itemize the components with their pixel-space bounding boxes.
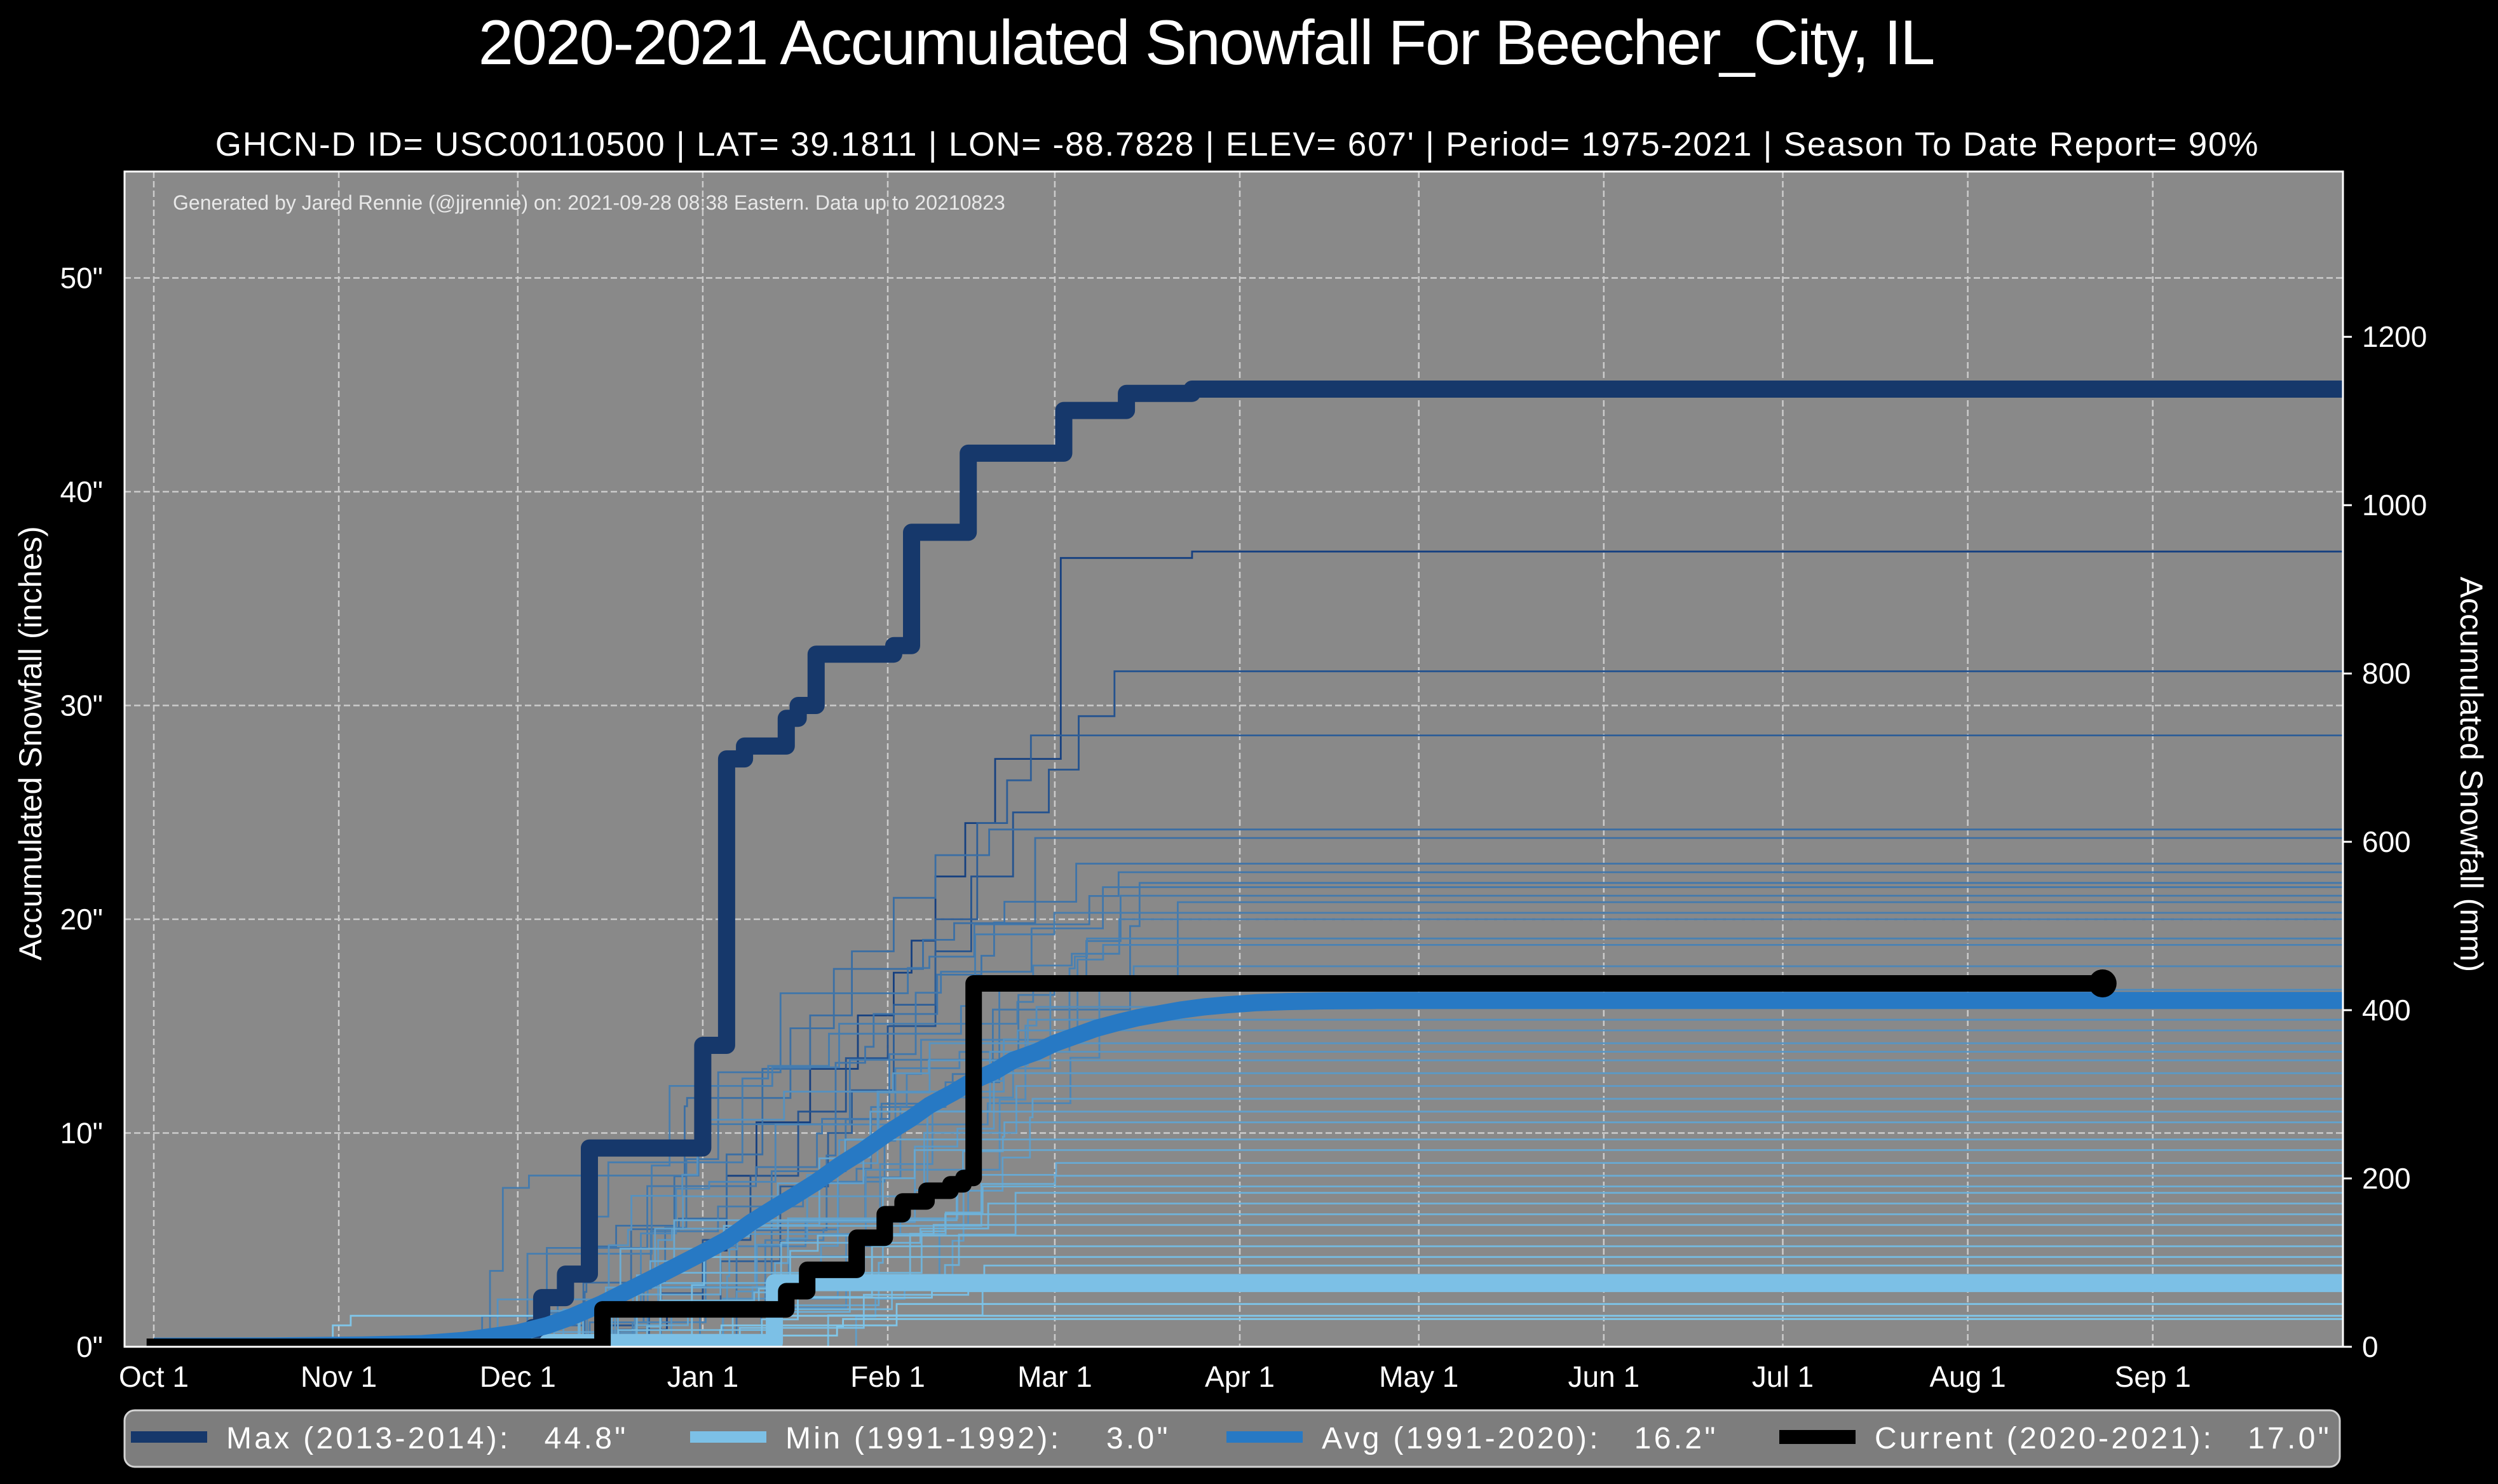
svg-text:10": 10"	[60, 1117, 104, 1150]
svg-text:Apr 1: Apr 1	[1205, 1360, 1275, 1393]
svg-text:0: 0	[2362, 1330, 2379, 1363]
svg-text:May 1: May 1	[1379, 1360, 1458, 1393]
svg-text:Sep 1: Sep 1	[2115, 1360, 2191, 1393]
svg-text:1200: 1200	[2362, 320, 2427, 353]
svg-text:Min (1991-1992): 3.0": Min (1991-1992): 3.0"	[785, 1422, 1171, 1455]
svg-text:Dec 1: Dec 1	[480, 1360, 556, 1393]
svg-text:Accumulated Snowfall (inches): Accumulated Snowfall (inches)	[13, 526, 48, 961]
svg-text:600: 600	[2362, 825, 2411, 858]
svg-text:800: 800	[2362, 657, 2411, 690]
svg-text:0": 0"	[76, 1330, 103, 1363]
svg-text:Feb 1: Feb 1	[850, 1360, 925, 1393]
svg-text:400: 400	[2362, 994, 2411, 1027]
svg-text:30": 30"	[60, 689, 104, 722]
svg-text:Current (2020-2021): 17.0": Current (2020-2021): 17.0"	[1875, 1422, 2332, 1455]
svg-text:1000: 1000	[2362, 489, 2427, 522]
svg-text:Nov 1: Nov 1	[301, 1360, 377, 1393]
svg-text:Generated by Jared Rennie (@jj: Generated by Jared Rennie (@jjrennie) on…	[173, 191, 1005, 214]
svg-text:200: 200	[2362, 1162, 2411, 1195]
svg-text:GHCN-D ID= USC00110500 | LAT=: GHCN-D ID= USC00110500 | LAT= 39.1811 | …	[215, 126, 2260, 163]
svg-text:2020-2021 Accumulated Snowfall: 2020-2021 Accumulated Snowfall For Beech…	[479, 7, 1934, 78]
svg-text:50": 50"	[60, 262, 104, 295]
svg-text:Oct 1: Oct 1	[119, 1360, 189, 1393]
svg-text:20": 20"	[60, 903, 104, 936]
svg-text:Jul 1: Jul 1	[1752, 1360, 1814, 1393]
svg-text:Jun 1: Jun 1	[1568, 1360, 1640, 1393]
svg-text:Accumulated Snowfall (mm): Accumulated Snowfall (mm)	[2454, 577, 2489, 972]
svg-text:Avg (1991-2020): 16.2": Avg (1991-2020): 16.2"	[1322, 1422, 1718, 1455]
svg-text:Mar 1: Mar 1	[1017, 1360, 1092, 1393]
svg-text:40": 40"	[60, 475, 104, 508]
svg-text:Jan 1: Jan 1	[667, 1360, 739, 1393]
svg-text:Aug 1: Aug 1	[1929, 1360, 2006, 1393]
svg-text:Max (2013-2014): 44.8": Max (2013-2014): 44.8"	[226, 1422, 628, 1455]
